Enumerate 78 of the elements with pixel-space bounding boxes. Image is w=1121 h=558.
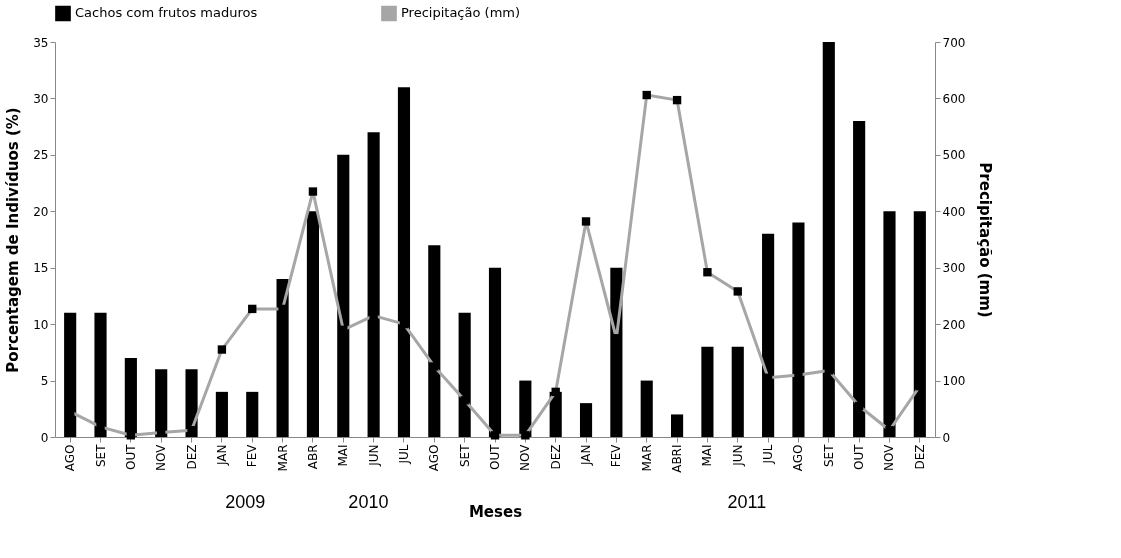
bar — [579, 403, 593, 437]
bar — [155, 369, 168, 437]
bar — [883, 211, 896, 437]
bar — [731, 346, 744, 437]
x-tick-label: FEV — [609, 443, 624, 468]
y-tick-label: 35 — [33, 35, 49, 50]
bar — [306, 211, 319, 437]
x-tick-label: NOV — [154, 443, 169, 471]
x-tick-label: JUN — [730, 444, 745, 467]
bar — [762, 233, 775, 437]
y2-tick-label: 100 — [942, 374, 966, 389]
x-tick-label: SET — [457, 443, 472, 468]
x-tick-label: JAN — [579, 444, 594, 467]
bar — [337, 154, 350, 437]
bar — [458, 312, 471, 437]
y2-tick-label: 600 — [942, 91, 966, 106]
x-tick-label: JUN — [366, 444, 381, 467]
x-tick-label: AGO — [791, 444, 806, 472]
bar — [853, 121, 866, 437]
y-tick-label: 10 — [33, 317, 49, 332]
text: 2009 — [225, 492, 266, 513]
y-tick-label: 5 — [40, 374, 49, 389]
bar — [792, 222, 805, 437]
y-tick-label: 15 — [33, 261, 49, 276]
y2-tick-label: 200 — [942, 317, 966, 332]
x-tick-label: DEZ — [548, 444, 563, 470]
x-tick-label: OUT — [852, 443, 867, 471]
x-tick-label: JAN — [214, 444, 229, 467]
bar — [913, 211, 926, 437]
bar — [185, 369, 198, 437]
x-tick-label: OUT — [488, 443, 502, 471]
x-tick-label: MAR — [639, 444, 654, 472]
x-tick-label: DEZ — [184, 444, 199, 470]
bar — [367, 132, 380, 437]
x-tick-label: MAI — [700, 444, 715, 467]
y2-tick-label: 300 — [942, 261, 966, 276]
legend-label: Cachos com frutos maduros — [75, 5, 258, 21]
y2-tick-label: 400 — [942, 204, 966, 219]
bar — [701, 346, 714, 437]
y2-tick-label: 700 — [942, 35, 966, 50]
bar — [640, 380, 653, 437]
x-axis-title: Meses — [468, 502, 523, 521]
text: 2011 — [727, 492, 767, 513]
x-tick-label: MAR — [275, 444, 290, 472]
bar — [276, 279, 289, 437]
y2-tick-label: 500 — [942, 148, 966, 163]
bar — [215, 391, 228, 437]
x-tick-label: OUT — [123, 443, 138, 471]
y-tick-label: 0 — [40, 430, 49, 445]
x-tick-label: SET — [93, 443, 108, 468]
x-tick-label: JUL — [396, 444, 411, 465]
bar — [428, 245, 441, 437]
x-tick-label: JUL — [761, 444, 776, 465]
y-tick-label: 25 — [33, 148, 49, 163]
bar — [671, 414, 684, 437]
x-tick-label: AGO — [63, 444, 78, 472]
x-tick-label: NOV — [882, 443, 897, 471]
bar — [397, 87, 411, 437]
y-tick-label: 30 — [33, 91, 49, 106]
bar — [246, 391, 259, 437]
y-axis-title: Porcentagem de Indivíduos (%) — [4, 107, 23, 373]
x-tick-label: NOV — [518, 443, 533, 471]
bar — [64, 312, 77, 437]
y2-axis-title: Precipitação (mm) — [976, 162, 995, 318]
y2-tick-label: 0 — [942, 430, 951, 445]
y-tick-label: 20 — [33, 204, 49, 219]
x-tick-label: ABR — [305, 444, 320, 470]
x-tick-label: DEZ — [912, 444, 927, 470]
bar — [94, 312, 107, 437]
x-tick-label: AGO — [427, 444, 442, 472]
x-tick-label: FEV — [245, 443, 260, 468]
text: 2010 — [348, 492, 389, 513]
legend-label: Precipitação (mm) — [401, 5, 521, 21]
x-tick-label: MAI — [336, 444, 351, 467]
x-tick-label: ABRI — [670, 444, 685, 473]
bar — [822, 42, 835, 437]
bar — [610, 267, 623, 437]
x-tick-label: SET — [821, 443, 836, 468]
